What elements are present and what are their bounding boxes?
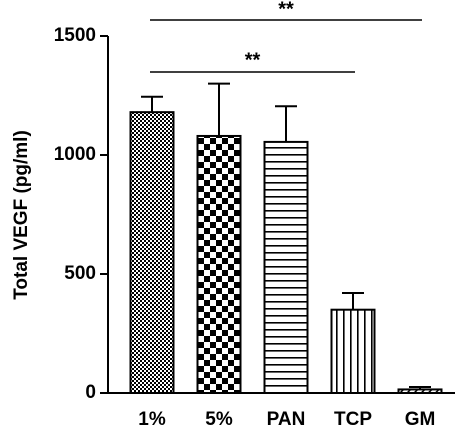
error-bar — [409, 386, 431, 390]
x-tick-label: TCP — [334, 409, 372, 430]
error-bar — [141, 95, 163, 113]
x-tick-label: 5% — [205, 409, 233, 430]
bar — [196, 134, 242, 395]
bar — [397, 388, 443, 394]
error-bar — [208, 82, 230, 136]
significance-label: ** — [278, 0, 294, 20]
bar — [330, 308, 376, 395]
x-tick-label: GM — [405, 409, 436, 430]
error-bar — [342, 292, 364, 310]
y-tick-label: 1000 — [54, 144, 96, 165]
y-tick-label: 500 — [64, 263, 96, 284]
bar — [129, 111, 175, 394]
bar — [263, 140, 309, 394]
x-tick-label: PAN — [267, 409, 306, 430]
y-tick-label: 1500 — [54, 25, 96, 46]
error-bar — [275, 105, 297, 142]
y-axis-label: Total VEGF (pg/ml) — [11, 130, 32, 300]
significance-label: ** — [245, 49, 261, 71]
y-tick-label: 0 — [85, 382, 96, 403]
x-tick-label: 1% — [138, 409, 166, 430]
